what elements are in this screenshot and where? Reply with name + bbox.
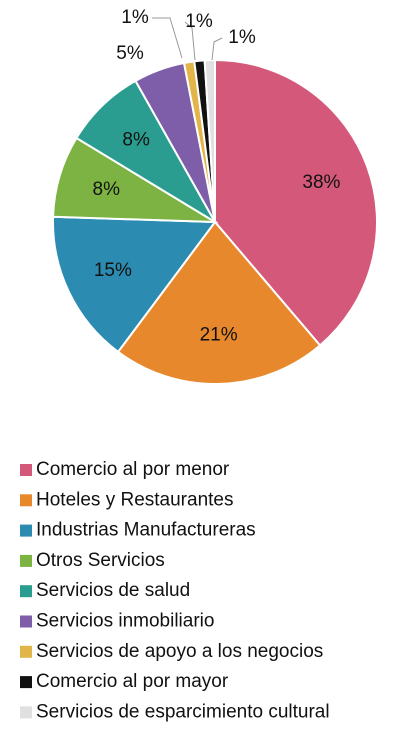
data-label: 1% (121, 7, 149, 28)
legend-swatch (20, 524, 32, 537)
pie-slice (52, 215, 217, 354)
pie-slice (116, 220, 322, 385)
legend-label: Industrias Manufactureras (36, 520, 256, 541)
legend-swatch (20, 676, 32, 689)
legend-label: Servicios de salud (36, 580, 190, 601)
leader-line (152, 17, 183, 59)
legend-swatch (20, 464, 32, 476)
legend-label: Servicios de esparcimiento cultural (36, 701, 330, 722)
data-label: 1% (185, 11, 213, 32)
legend-label: Servicios inmobiliario (36, 611, 214, 632)
pie-slice (203, 58, 216, 223)
data-label: 5% (116, 43, 144, 64)
legend-swatch (20, 645, 32, 658)
data-label: 21% (200, 324, 238, 345)
legend-label: Otros Servicios (36, 550, 165, 571)
legend-swatch (20, 706, 32, 719)
data-label: 8% (122, 130, 150, 151)
legend-swatch (20, 585, 32, 598)
data-label: 38% (302, 172, 340, 193)
data-label: 8% (93, 179, 121, 200)
data-label: 15% (94, 260, 132, 281)
legend-label: Comercio al por menor (36, 459, 230, 480)
data-label: 1% (228, 27, 256, 48)
legend-swatch (20, 615, 32, 628)
legend-label: Hoteles y Restaurantes (36, 489, 234, 510)
legend-swatch (20, 494, 32, 507)
pie-slice (214, 58, 378, 347)
legend-label: Servicios de apoyo a los negocios (36, 641, 323, 662)
leader-line (211, 37, 223, 61)
legend-label: Comercio al por mayor (36, 671, 229, 692)
legend-swatch (20, 554, 32, 567)
leader-line (184, 21, 196, 61)
